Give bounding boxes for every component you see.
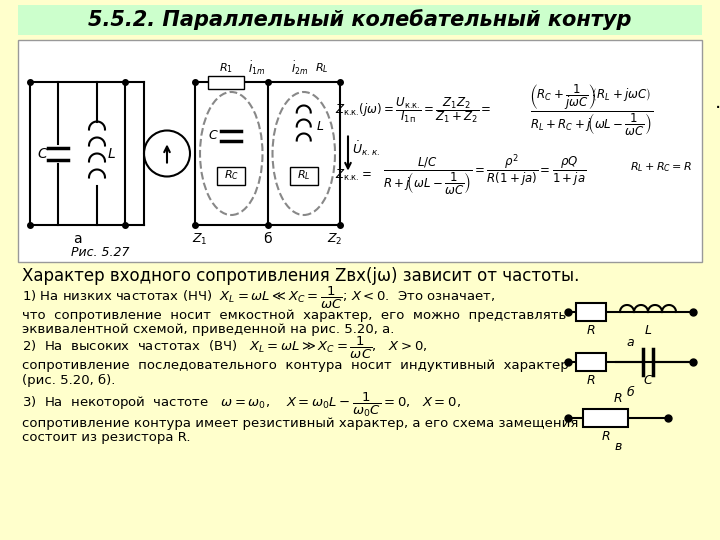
Text: $\dot{I}_{1m}$: $\dot{I}_{1m}$ bbox=[248, 59, 265, 77]
Text: Рис. 5.27: Рис. 5.27 bbox=[71, 246, 130, 260]
Text: 1) На низких частотах (НЧ)  $X_L = \omega L \ll X_C = \dfrac{1}{\omega C}$; $X<0: 1) На низких частотах (НЧ) $X_L = \omega… bbox=[22, 285, 495, 311]
Text: 5.5.2. Параллельный колебательный контур: 5.5.2. Параллельный колебательный контур bbox=[89, 10, 631, 30]
FancyBboxPatch shape bbox=[217, 166, 246, 185]
Text: эквивалентной схемой, приведенной на рис. 5.20, а.: эквивалентной схемой, приведенной на рис… bbox=[22, 323, 395, 336]
FancyBboxPatch shape bbox=[18, 5, 702, 35]
Text: C: C bbox=[644, 374, 652, 387]
Text: $Z_2$: $Z_2$ bbox=[328, 232, 343, 247]
Text: $\dfrac{\!\left(R_C+\dfrac{1}{j\omega C}\right)\!\!\left(R_L+j\omega C\right)}{R: $\dfrac{\!\left(R_C+\dfrac{1}{j\omega C}… bbox=[530, 82, 653, 138]
Text: б: б bbox=[626, 386, 634, 399]
FancyBboxPatch shape bbox=[208, 76, 244, 89]
Text: L: L bbox=[107, 146, 115, 160]
Text: R: R bbox=[613, 392, 622, 404]
Text: $Z_{\text{к.к.}}(j\omega)=\dfrac{U_{\text{к.к.}}}{I_{1\text{п}}}=\dfrac{Z_1 Z_2}: $Z_{\text{к.к.}}(j\omega)=\dfrac{U_{\tex… bbox=[335, 95, 492, 125]
Text: Характер входного сопротивления Zвх(​jω) зависит от частоты.: Характер входного сопротивления Zвх(​jω)… bbox=[22, 267, 580, 285]
Text: R: R bbox=[601, 429, 610, 442]
Text: $R_C$: $R_C$ bbox=[224, 168, 239, 183]
Text: (рис. 5.20, б).: (рис. 5.20, б). bbox=[22, 374, 115, 387]
FancyBboxPatch shape bbox=[18, 266, 702, 540]
Text: $\dot{U}_{к.к.}$: $\dot{U}_{к.к.}$ bbox=[352, 139, 380, 158]
Text: L: L bbox=[644, 323, 652, 336]
FancyBboxPatch shape bbox=[576, 353, 606, 371]
FancyBboxPatch shape bbox=[583, 409, 628, 427]
Text: сопротивление  последовательного  контура  носит  индуктивный  характер: сопротивление последовательного контура … bbox=[22, 359, 569, 372]
Text: 3)  На  некоторой  частоте   $\omega=\omega_0$,    $X = \omega_0 L - \dfrac{1}{\: 3) На некоторой частоте $\omega=\omega_0… bbox=[22, 391, 461, 419]
FancyBboxPatch shape bbox=[18, 40, 702, 262]
FancyBboxPatch shape bbox=[289, 166, 318, 185]
Text: C: C bbox=[209, 129, 217, 142]
Text: $R_L$: $R_L$ bbox=[315, 61, 329, 75]
Text: C: C bbox=[37, 146, 47, 160]
Text: сопротивление контура имеет резистивный характер, а его схема замещения: сопротивление контура имеет резистивный … bbox=[22, 416, 578, 429]
Text: .: . bbox=[715, 92, 720, 111]
Text: 2)  На  высоких  частотах  (ВЧ)   $X_L = \omega L \gg X_C = \dfrac{1}{\omega C}$: 2) На высоких частотах (ВЧ) $X_L = \omeg… bbox=[22, 335, 428, 361]
Text: $Z_1$: $Z_1$ bbox=[192, 232, 208, 247]
Text: $R_L+R_C=R$: $R_L+R_C=R$ bbox=[630, 160, 692, 174]
Text: $\dfrac{L/C}{R+j\!\left(\omega L-\dfrac{1}{\omega C}\right)}=\dfrac{\rho^2}{R(1+: $\dfrac{L/C}{R+j\!\left(\omega L-\dfrac{… bbox=[383, 152, 587, 198]
Text: $Z_{\text{к.к.}}=$: $Z_{\text{к.к.}}=$ bbox=[335, 167, 372, 183]
Text: состоит из резистора R.: состоит из резистора R. bbox=[22, 431, 191, 444]
Text: $\dot{I}_{2m}$: $\dot{I}_{2m}$ bbox=[292, 59, 309, 77]
Text: R: R bbox=[587, 374, 595, 387]
Text: $R_1$: $R_1$ bbox=[220, 61, 233, 75]
Text: что  сопротивление  носит  емкостной  характер,  его  можно  представлять: что сопротивление носит емкостной характ… bbox=[22, 308, 566, 321]
Text: а: а bbox=[73, 232, 82, 246]
Text: L: L bbox=[316, 120, 323, 133]
Text: б: б bbox=[264, 232, 272, 246]
Text: R: R bbox=[587, 323, 595, 336]
Text: а: а bbox=[626, 335, 634, 348]
Text: в: в bbox=[614, 440, 621, 453]
Text: $R_L$: $R_L$ bbox=[297, 168, 310, 183]
FancyBboxPatch shape bbox=[576, 303, 606, 321]
